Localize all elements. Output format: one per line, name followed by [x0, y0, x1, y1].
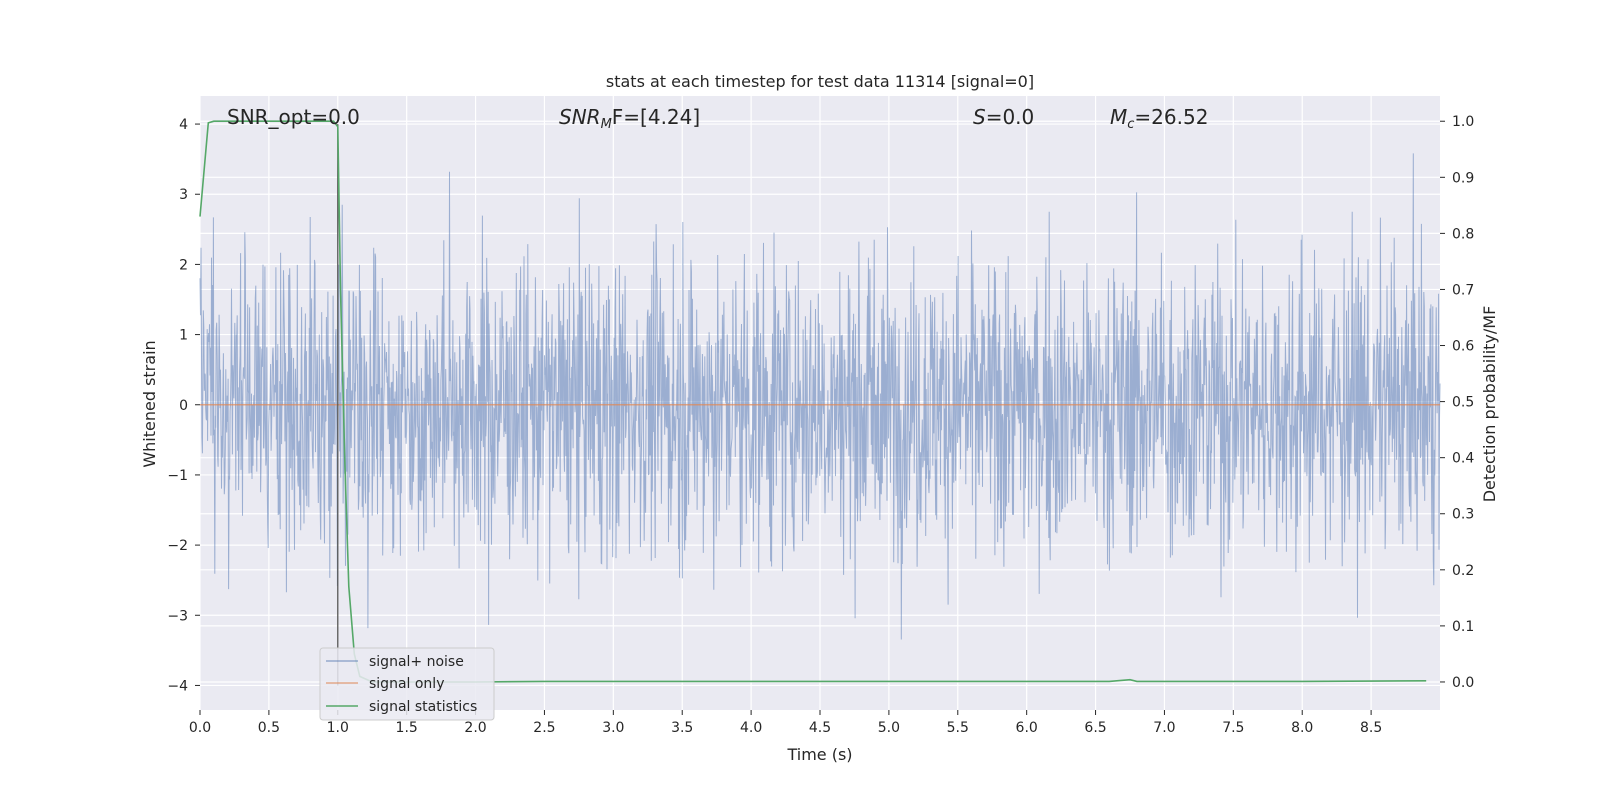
annotation-mc-sub: c [1127, 117, 1134, 132]
series-signal-noise [199, 153, 1441, 640]
legend-box [319, 647, 495, 721]
y-tick-label-0: −4 [167, 678, 188, 694]
legend-label-signal-noise: signal+ noise [369, 654, 464, 670]
annotation-s: S=0.0 [973, 105, 1034, 129]
x-axis-label: Time (s) [786, 745, 852, 764]
chart-title: stats at each timestep for test data 113… [606, 72, 1034, 91]
x-tick-label-5: 2.5 [533, 720, 555, 736]
x-tick-label-13: 6.5 [1084, 720, 1106, 736]
annotation-snr-mf: SNRMF=[4.24] [559, 105, 700, 132]
annotation-snr-opt: SNR_opt=0.0 [227, 105, 360, 129]
right-y-tick-label-1: 0.1 [1452, 619, 1474, 635]
right-y-tick-label-9: 0.9 [1452, 170, 1474, 186]
y-tick-label-2: −2 [167, 538, 188, 554]
y-tick-label-6: 2 [179, 257, 188, 273]
y-tick-label-4: 0 [179, 398, 188, 414]
x-tick-label-9: 4.5 [809, 720, 831, 736]
annotation-snr-mf-rest: F=[4.24] [612, 105, 700, 129]
right-y-tick-label-3: 0.3 [1452, 507, 1474, 523]
x-tick-label-0: 0.0 [189, 720, 211, 736]
noise-line [199, 153, 1441, 640]
x-tick-label-3: 1.5 [396, 720, 418, 736]
x-tick-label-1: 0.5 [258, 720, 280, 736]
x-tick-label-8: 4.0 [740, 720, 762, 736]
y-tick-label-5: 1 [179, 328, 188, 344]
y-axis-ticks: −4 −3 −2 −1 0 1 2 3 4 [167, 117, 200, 694]
y-tick-label-3: −1 [167, 468, 188, 484]
x-tick-label-4: 2.0 [464, 720, 486, 736]
x-tick-label-7: 3.5 [671, 720, 693, 736]
y-axis-label: Whitened strain [140, 340, 159, 467]
right-y-tick-label-4: 0.4 [1452, 451, 1474, 467]
right-y-tick-label-2: 0.2 [1452, 563, 1474, 579]
x-tick-label-17: 8.5 [1360, 720, 1382, 736]
x-tick-label-14: 7.0 [1153, 720, 1175, 736]
annotation-s-main: S [973, 105, 986, 129]
right-y-tick-label-0: 0.0 [1452, 675, 1474, 691]
legend: signal+ noise signal only signal statist… [319, 647, 495, 721]
y-tick-label-1: −3 [167, 608, 188, 624]
annotation-mc-rest: =26.52 [1134, 105, 1208, 129]
annotation-mc-main: M [1110, 105, 1127, 129]
y-tick-label-8: 4 [179, 117, 188, 133]
x-tick-label-12: 6.0 [1016, 720, 1038, 736]
right-y-tick-label-7: 0.7 [1452, 282, 1474, 298]
legend-label-signal-statistics: signal statistics [369, 699, 477, 715]
annotation-snr-mf-sub: M [601, 117, 612, 132]
x-axis-ticks: 0.0 0.5 1.0 1.5 2.0 2.5 3.0 3.5 4.0 4.5 5.0 5.5 6.0 6… [189, 710, 1382, 736]
right-y-tick-label-6: 0.6 [1452, 339, 1474, 355]
annotation-snr-mf-main: SNR [559, 105, 601, 129]
legend-label-signal-only: signal only [369, 676, 444, 692]
right-y-tick-label-5: 0.5 [1452, 395, 1474, 411]
x-tick-label-16: 8.0 [1291, 720, 1313, 736]
x-tick-label-10: 5.0 [878, 720, 900, 736]
y-tick-label-7: 3 [179, 187, 188, 203]
x-tick-label-2: 1.0 [327, 720, 349, 736]
right-y-tick-label-10: 1.0 [1452, 114, 1474, 130]
annotation-s-rest: =0.0 [986, 105, 1035, 129]
right-y-tick-label-8: 0.8 [1452, 226, 1474, 242]
right-y-axis-ticks: 0.0 0.1 0.2 0.3 0.4 0.5 0.6 0.7 0.8 0.9 1.0 [1440, 114, 1474, 691]
x-tick-label-15: 7.5 [1222, 720, 1244, 736]
annotation-mc: Mc=26.52 [1110, 105, 1208, 132]
x-tick-label-11: 5.5 [947, 720, 969, 736]
x-tick-label-6: 3.0 [602, 720, 624, 736]
right-y-axis-label: Detection probability/MF [1480, 306, 1499, 503]
